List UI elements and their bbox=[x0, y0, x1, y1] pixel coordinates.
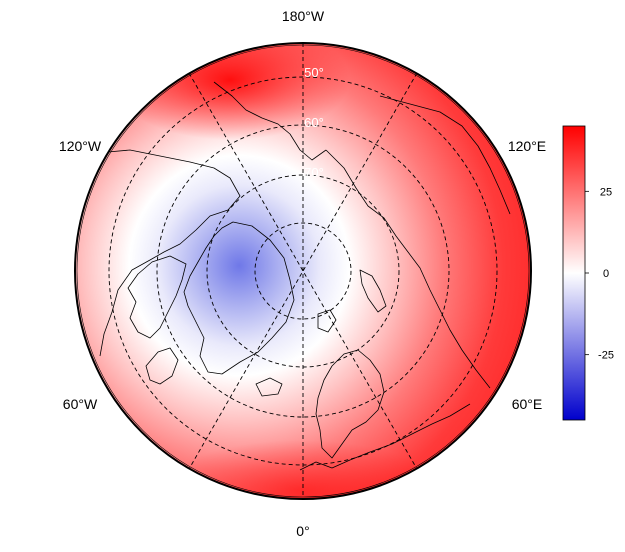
latitude-circle-60 bbox=[156, 124, 450, 418]
meridian-60-240 bbox=[188, 72, 418, 470]
scandinavia-coast bbox=[315, 349, 385, 459]
greenland-coast bbox=[183, 221, 295, 375]
longitude-label-lower-left: 60°W bbox=[63, 396, 98, 412]
latitude-label-70: 70° bbox=[304, 165, 324, 180]
novaya-zemlya-coast bbox=[359, 269, 387, 313]
map-boundary-inner bbox=[76, 44, 530, 498]
colorbar: 25 0 -25 bbox=[562, 125, 614, 421]
colorbar-tick-label: -25 bbox=[598, 350, 614, 362]
iceland-coast bbox=[255, 377, 283, 397]
longitude-label-upper-right: 120°E bbox=[508, 138, 546, 154]
graticule bbox=[108, 43, 498, 499]
colorbar-tick-label: 0 bbox=[603, 268, 609, 280]
latitude-label-60: 60° bbox=[304, 115, 324, 130]
siberia-coast bbox=[325, 149, 491, 389]
longitude-label-upper-left: 120°W bbox=[59, 138, 102, 154]
colorbar-ticks: 25 0 -25 bbox=[585, 186, 614, 362]
canadian-archipelago-coast bbox=[127, 255, 187, 339]
hudson-bay-coast bbox=[145, 347, 179, 385]
map-boundary bbox=[74, 42, 532, 500]
colorbar-gradient bbox=[562, 125, 586, 421]
europe-coast bbox=[299, 403, 471, 471]
svalbard-coast bbox=[317, 309, 337, 333]
colorbar-tick-label: 25 bbox=[600, 186, 612, 198]
latitude-circle-80 bbox=[254, 222, 352, 320]
coastlines bbox=[99, 81, 511, 471]
longitude-label-lower-right: 60°E bbox=[512, 396, 543, 412]
longitude-label-bottom: 0° bbox=[296, 523, 309, 539]
russia-pacific-coast bbox=[379, 95, 511, 215]
longitude-label-top: 180°W bbox=[282, 8, 325, 24]
meridian-120-300 bbox=[188, 72, 418, 470]
latitude-label-50: 50° bbox=[304, 65, 324, 80]
temperature-field bbox=[75, 43, 531, 499]
north-america-coast bbox=[99, 149, 241, 357]
alaska-coast bbox=[213, 81, 327, 161]
